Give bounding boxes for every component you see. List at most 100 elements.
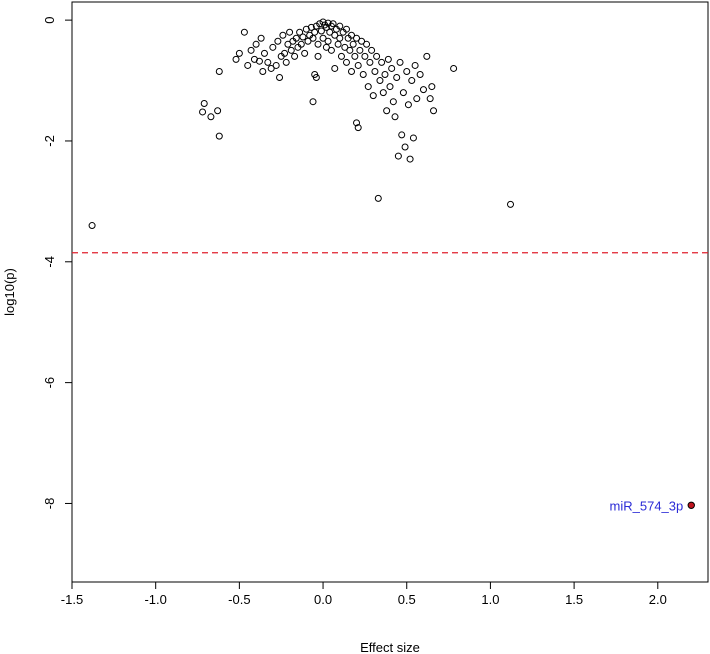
y-axis-label: log10(p) <box>2 268 17 316</box>
data-point <box>368 46 376 54</box>
data-point <box>408 77 416 85</box>
data-point <box>260 49 268 57</box>
data-point <box>316 20 324 28</box>
data-point <box>311 28 319 36</box>
data-point <box>291 52 299 60</box>
data-point <box>336 34 344 42</box>
data-point <box>235 49 243 57</box>
data-point <box>88 222 96 230</box>
data-point <box>279 31 287 39</box>
data-point <box>309 98 317 106</box>
data-point <box>346 46 354 54</box>
data-point <box>255 57 263 65</box>
data-point <box>354 61 362 69</box>
data-point <box>356 46 364 54</box>
data-point <box>264 58 272 66</box>
x-tick-label: -0.5 <box>228 592 250 607</box>
data-point <box>301 49 309 57</box>
data-point <box>398 131 406 139</box>
data-point <box>267 64 275 72</box>
data-point <box>329 20 337 28</box>
x-tick-label: 1.0 <box>481 592 499 607</box>
data-point <box>409 134 417 142</box>
y-tick-label: -8 <box>42 498 57 510</box>
data-point <box>257 34 265 42</box>
data-point <box>297 40 305 48</box>
data-point <box>428 83 436 91</box>
x-tick-label: 0.0 <box>314 592 332 607</box>
data-point <box>287 46 295 54</box>
data-point <box>378 58 386 66</box>
data-point <box>361 52 369 60</box>
x-tick-label: 0.5 <box>398 592 416 607</box>
data-point <box>353 119 361 127</box>
data-point <box>369 92 377 100</box>
data-point <box>359 71 367 78</box>
data-point <box>399 89 407 97</box>
data-point <box>404 101 412 109</box>
data-point <box>286 28 294 36</box>
data-point <box>388 64 396 72</box>
data-point <box>299 33 307 41</box>
data-point <box>259 67 267 75</box>
data-point <box>214 107 222 115</box>
data-point <box>348 67 356 75</box>
data-point <box>215 67 223 75</box>
data-point <box>342 25 350 33</box>
data-point <box>282 58 290 66</box>
data-point <box>394 152 402 160</box>
data-point <box>307 23 315 31</box>
data-point <box>383 107 391 115</box>
data-point <box>317 27 325 35</box>
data-point <box>327 46 335 54</box>
data-point <box>393 74 401 82</box>
data-point <box>247 46 255 54</box>
highlight-point <box>687 501 695 509</box>
x-tick-label: 1.5 <box>565 592 583 607</box>
data-point <box>363 40 371 48</box>
data-point <box>342 58 350 66</box>
data-point <box>232 55 240 63</box>
data-point <box>336 22 344 30</box>
data-point <box>274 37 282 45</box>
data-point <box>252 40 260 48</box>
data-point <box>276 74 284 82</box>
data-point <box>364 83 372 91</box>
data-point <box>199 108 207 116</box>
data-point <box>411 61 419 69</box>
data-point <box>376 77 384 85</box>
data-point <box>381 71 389 78</box>
data-point <box>430 107 438 115</box>
data-point <box>281 49 289 57</box>
data-point <box>322 23 330 31</box>
data-point <box>416 71 424 78</box>
x-tick-label: -1.0 <box>144 592 166 607</box>
data-point <box>200 100 208 107</box>
data-point <box>351 52 359 60</box>
data-point <box>401 143 409 151</box>
data-point <box>507 200 515 208</box>
data-point <box>334 40 342 48</box>
x-axis: -1.5 -1.0 -0.5 0.0 0.5 1.0 1.5 2.0 <box>61 582 667 607</box>
data-point <box>374 194 382 202</box>
data-point <box>337 52 345 60</box>
data-point <box>384 55 392 63</box>
data-point <box>272 61 280 69</box>
data-point <box>341 43 349 51</box>
data-point <box>426 95 434 103</box>
data-point <box>348 31 356 39</box>
data-point <box>292 34 300 42</box>
data-point <box>349 40 357 48</box>
x-axis-label: Effect size <box>360 640 420 654</box>
data-point <box>240 28 248 36</box>
data-point <box>386 83 394 91</box>
data-point <box>312 74 320 82</box>
data-point <box>450 64 458 72</box>
data-point <box>403 67 411 75</box>
data-point <box>371 67 379 75</box>
highlight-label: miR_574_3p <box>610 498 684 513</box>
data-point <box>373 52 381 60</box>
data-point <box>391 113 399 121</box>
y-tick-label: -6 <box>42 377 57 389</box>
